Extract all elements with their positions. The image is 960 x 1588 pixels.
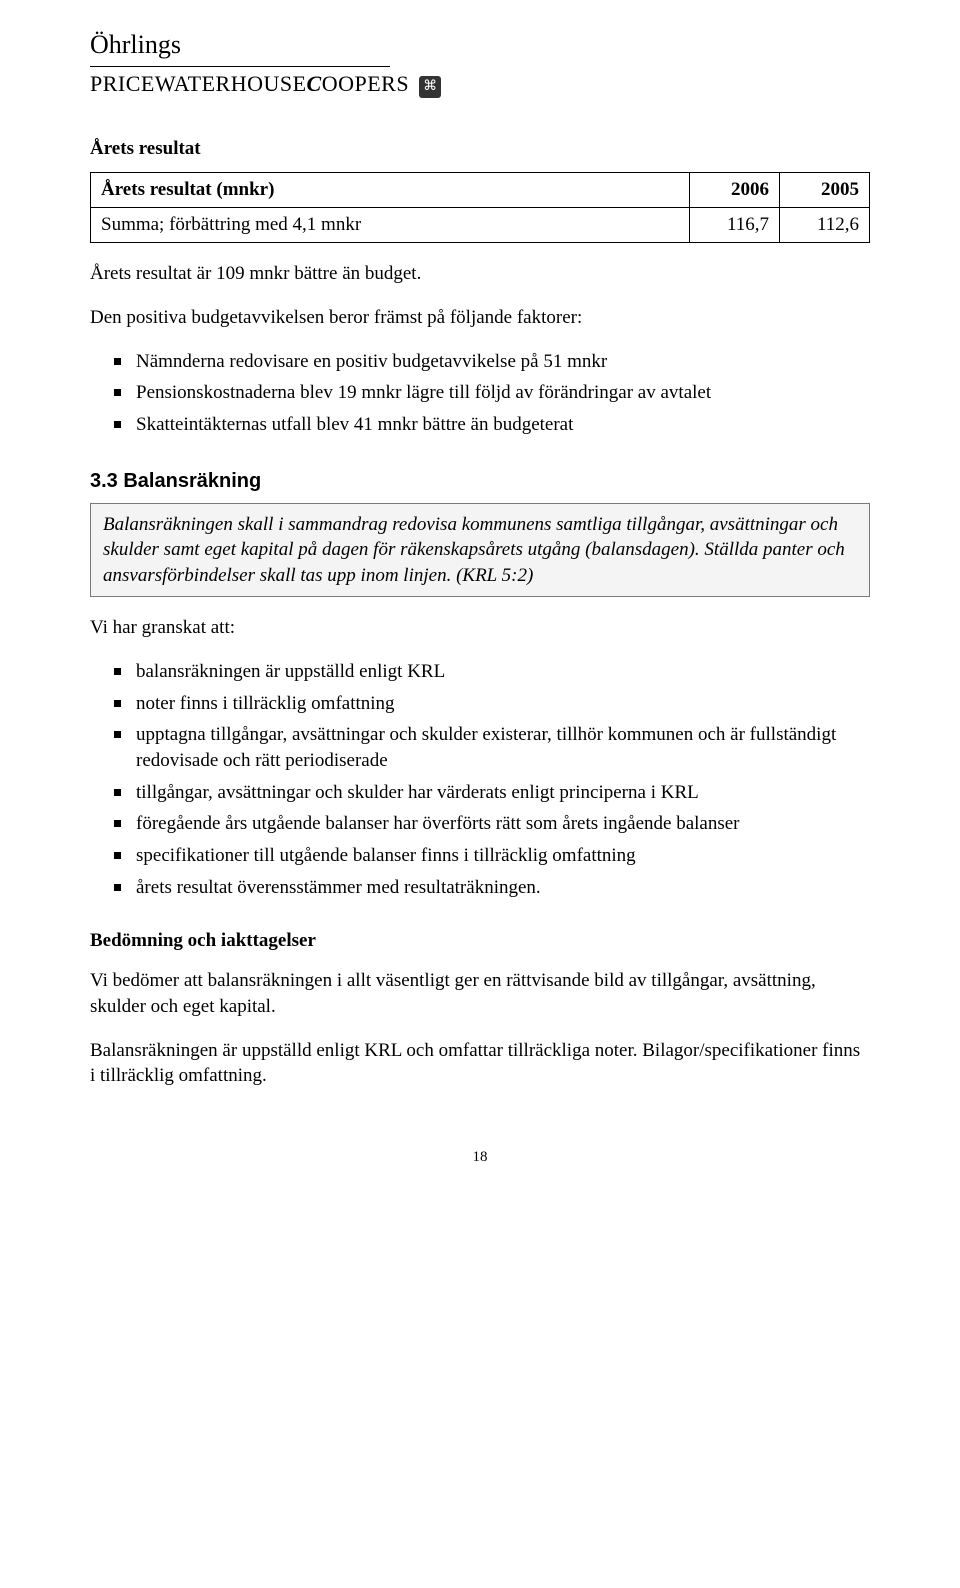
granskat-list: balansräkningen är uppställd enligt KRL … [90,659,870,900]
td-2006: 116,7 [690,208,780,243]
page-number: 18 [90,1149,870,1166]
deviation-factors-list: Nämnderna redovisare en positiv budgetav… [90,349,870,438]
section-title-arets-resultat: Årets resultat [90,138,870,160]
list-item: balansräkningen är uppställd enligt KRL [90,659,870,685]
list-item: noter finns i tillräcklig omfattning [90,691,870,717]
heading-3-3-balansrakning: 3.3 Balansräkning [90,470,870,493]
td-2005: 112,6 [780,208,870,243]
callout-box-krl: Balansräkningen skall i sammandrag redov… [90,503,870,598]
list-item: upptagna tillgångar, avsättningar och sk… [90,722,870,773]
th-2006: 2006 [690,173,780,208]
th-2005: 2005 [780,173,870,208]
list-item: Nämnderna redovisare en positiv budgetav… [90,349,870,375]
paragraph-positive-deviation-intro: Den positiva budgetavvikelsen beror främ… [90,305,870,331]
list-item: specifikationer till utgående balanser f… [90,843,870,869]
heading-bedomning: Bedömning och iakttagelser [90,930,870,952]
logo-pwc-text: PRICEWATERHOUSECOOPERS [90,71,409,97]
td-label: Summa; förbättring med 4,1 mnkr [91,208,690,243]
th-label: Årets resultat (mnkr) [91,173,690,208]
arets-resultat-table: Årets resultat (mnkr) 2006 2005 Summa; f… [90,172,870,243]
list-item: årets resultat överensstämmer med result… [90,875,870,901]
paragraph-bedomning-1: Vi bedömer att balansräkningen i allt vä… [90,968,870,1019]
list-item: föregående års utgående balanser har öve… [90,811,870,837]
callout-text: Balansräkningen skall i sammandrag redov… [103,512,857,589]
paragraph-result-vs-budget: Årets resultat är 109 mnkr bättre än bud… [90,261,870,287]
list-item: Skatteintäkternas utfall blev 41 mnkr bä… [90,412,870,438]
list-item: tillgångar, avsättningar och skulder har… [90,780,870,806]
logo-pwc-row: PRICEWATERHOUSECOOPERS ⌘ [90,71,870,98]
paragraph-vi-har-granskat: Vi har granskat att: [90,615,870,641]
table-header-row: Årets resultat (mnkr) 2006 2005 [91,173,870,208]
list-item: Pensionskostnaderna blev 19 mnkr lägre t… [90,380,870,406]
table-row: Summa; förbättring med 4,1 mnkr 116,7 11… [91,208,870,243]
logo-mark-icon: ⌘ [419,76,441,98]
document-page: Öhrlings PRICEWATERHOUSECOOPERS ⌘ Årets … [0,0,960,1206]
paragraph-bedomning-2: Balansräkningen är uppställd enligt KRL … [90,1038,870,1089]
logo-top-text: Öhrlings [90,30,870,60]
logo-divider [90,66,390,67]
logo-block: Öhrlings PRICEWATERHOUSECOOPERS ⌘ [90,30,870,98]
